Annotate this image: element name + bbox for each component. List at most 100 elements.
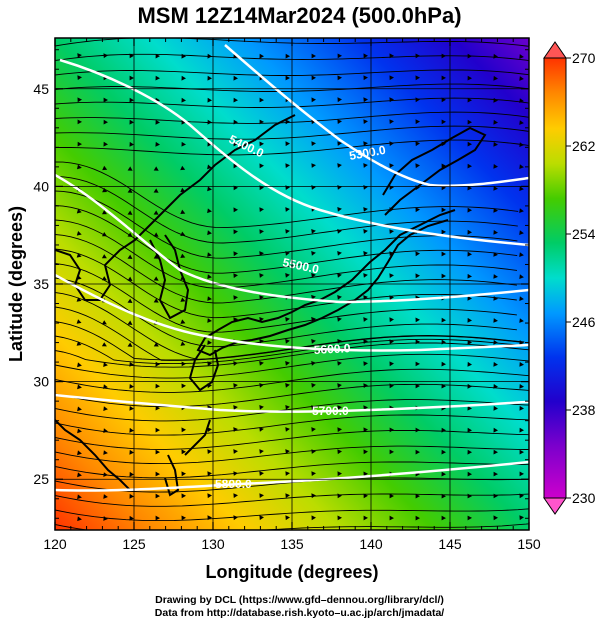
- wind-arrow: [207, 97, 212, 103]
- wind-arrow: [77, 494, 82, 500]
- wind-arrow: [441, 119, 446, 125]
- wind-arrow: [363, 53, 368, 59]
- wind-arrow: [519, 208, 524, 213]
- wind-arrow: [103, 362, 108, 367]
- streamline: [55, 219, 518, 289]
- streamline: [55, 83, 529, 92]
- streamline: [55, 306, 520, 361]
- wind-arrow: [233, 405, 238, 410]
- wind-arrow: [519, 230, 524, 235]
- wind-arrow: [363, 97, 368, 103]
- wind-arrow: [363, 405, 368, 411]
- wind-arrow: [467, 383, 472, 389]
- wind-arrow: [441, 251, 446, 257]
- wind-arrow: [207, 449, 212, 454]
- wind-arrow: [311, 405, 316, 410]
- wind-arrow: [285, 53, 290, 59]
- wind-arrow: [389, 273, 394, 278]
- wind-arrow: [363, 163, 368, 168]
- x-tick-label: 145: [438, 536, 462, 552]
- wind-arrow: [77, 362, 82, 368]
- wind-arrow: [259, 339, 264, 344]
- wind-arrow: [389, 53, 394, 59]
- wind-arrow: [103, 516, 108, 521]
- wind-arrow: [415, 75, 420, 81]
- wind-arrow: [129, 493, 134, 499]
- wind-arrow: [181, 119, 186, 125]
- wind-arrow: [311, 251, 316, 256]
- wind-arrow: [493, 252, 498, 257]
- contour-5600: [55, 273, 529, 352]
- wind-arrow: [77, 97, 82, 103]
- wind-arrow: [129, 449, 134, 455]
- colorbar-tick-label: 270: [572, 50, 596, 66]
- wind-arrow: [337, 295, 342, 300]
- wind-arrow: [389, 361, 394, 367]
- wind-arrow: [153, 232, 159, 237]
- wind-arrow: [285, 119, 290, 125]
- wind-arrow: [233, 207, 238, 213]
- wind-arrow: [415, 493, 420, 499]
- wind-arrow: [76, 231, 82, 236]
- wind-arrow: [153, 276, 159, 281]
- wind-arrow: [467, 207, 472, 213]
- credit-drawing: Drawing by DCL (https://www.gfd–dennou.o…: [155, 594, 444, 606]
- x-tick-label: 135: [280, 536, 304, 552]
- wind-arrow: [129, 471, 134, 477]
- wind-arrow: [181, 141, 186, 147]
- wind-arrow: [363, 295, 368, 300]
- streamline: [55, 248, 517, 319]
- wind-arrow: [415, 163, 420, 169]
- contour-label-5600: 5600.0: [313, 341, 351, 357]
- wind-arrow: [337, 251, 342, 256]
- wind-arrow: [389, 317, 394, 323]
- wind-arrow: [441, 97, 446, 103]
- wind-arrow: [441, 449, 446, 455]
- wind-arrow: [207, 141, 212, 147]
- coastline-korea: [149, 234, 190, 320]
- wind-arrow: [155, 361, 160, 367]
- wind-arrow: [129, 119, 134, 125]
- wind-arrow: [311, 339, 316, 344]
- wind-arrow: [153, 210, 159, 215]
- wind-arrow: [311, 272, 316, 278]
- wind-arrow: [153, 342, 159, 347]
- wind-arrow: [389, 251, 394, 256]
- wind-arrow: [311, 119, 316, 125]
- wind-arrow: [259, 207, 264, 212]
- wind-arrow: [285, 141, 290, 147]
- wind-arrow: [467, 141, 472, 147]
- wind-arrow: [181, 493, 186, 499]
- wind-arrow: [415, 449, 420, 455]
- wind-arrow: [285, 449, 290, 454]
- wind-arrow: [467, 405, 472, 411]
- wind-arrow: [101, 342, 107, 347]
- wind-arrow: [285, 251, 290, 256]
- wind-arrow: [285, 361, 290, 366]
- wind-arrow: [207, 274, 212, 279]
- wind-arrow: [389, 141, 394, 146]
- wind-arrow: [311, 141, 316, 146]
- wind-arrow: [493, 119, 498, 125]
- wind-arrow: [127, 254, 133, 259]
- wind-arrow: [76, 208, 82, 214]
- wind-arrow: [337, 207, 342, 212]
- wind-arrow: [129, 406, 134, 411]
- wind-arrow: [415, 119, 420, 125]
- wind-arrow: [493, 515, 498, 521]
- y-tick-label: 30: [33, 374, 49, 390]
- wind-arrow: [233, 229, 238, 235]
- wind-arrow: [519, 362, 524, 367]
- wind-arrow: [493, 230, 498, 235]
- wind-arrow: [415, 273, 420, 279]
- wind-arrow: [493, 318, 498, 323]
- wind-arrow: [363, 471, 368, 477]
- wind-arrow: [102, 187, 108, 193]
- wind-arrow: [467, 185, 472, 191]
- wind-arrow: [493, 493, 498, 499]
- wind-arrow: [127, 320, 133, 325]
- wind-arrow: [77, 119, 82, 125]
- wind-arrow: [467, 427, 472, 433]
- wind-arrow: [441, 75, 446, 81]
- wind-arrow: [155, 449, 160, 455]
